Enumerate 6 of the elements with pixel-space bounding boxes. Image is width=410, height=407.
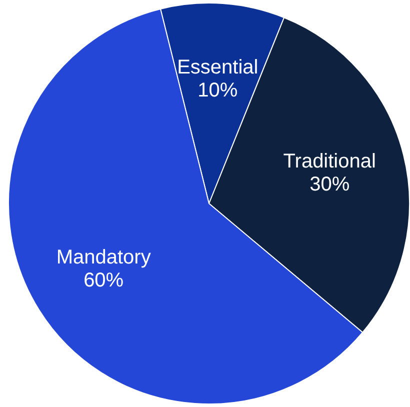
slice-label: Essential	[177, 56, 258, 79]
slice-label: Mandatory	[56, 246, 151, 268]
data-label: 60%	[84, 269, 124, 292]
data-label: 30%	[310, 173, 350, 196]
data-label: 10%	[198, 80, 238, 102]
slice-label: Traditional	[283, 150, 376, 172]
